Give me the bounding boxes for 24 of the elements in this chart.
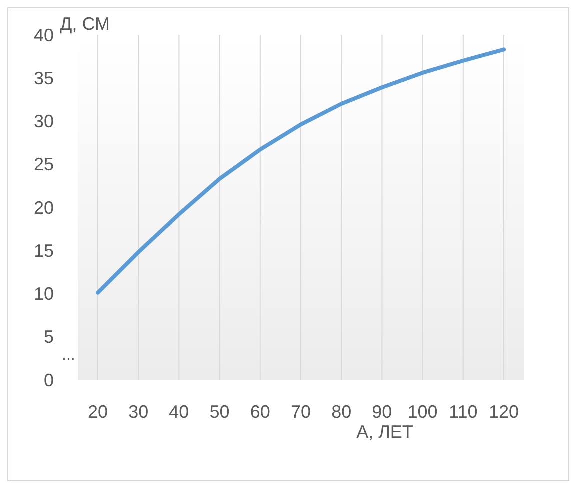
y-tick-label: 0 [44, 370, 54, 390]
x-tick-label: 20 [88, 402, 108, 422]
x-tick-label: 60 [250, 402, 270, 422]
y-tick-label: 10 [34, 284, 54, 304]
x-tick-label: 50 [210, 402, 230, 422]
y-axis-title: Д, СМ [60, 14, 110, 34]
y-tick-label: 35 [34, 68, 54, 88]
x-tick-label: 110 [449, 402, 478, 422]
y-tick-label: 5 [44, 327, 54, 348]
x-tick-label: 70 [290, 402, 312, 422]
x-tick-label: 90 [372, 402, 392, 422]
y-tick-label: 30 [34, 112, 54, 132]
y-tick-label: 15 [34, 240, 54, 261]
y-tick-label: 25 [34, 154, 54, 175]
x-tick-label: 30 [128, 402, 149, 422]
x-axis-title: А, ЛЕТ [356, 422, 414, 442]
x-tick-label: 120 [488, 402, 520, 422]
y-tick-label: 20 [34, 198, 54, 218]
text: ... [62, 347, 76, 364]
x-tick-label: 100 [408, 402, 438, 422]
x-tick-label: 40 [169, 402, 190, 422]
y-tick-label: 40 [34, 25, 54, 46]
line-series [96, 48, 506, 295]
x-tick-label: 80 [332, 402, 352, 422]
